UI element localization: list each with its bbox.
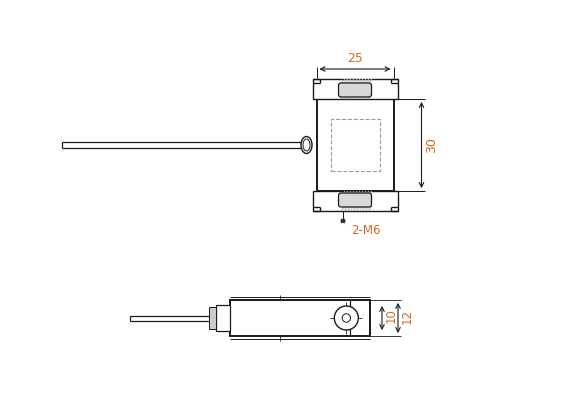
FancyBboxPatch shape (339, 83, 371, 97)
Circle shape (334, 306, 358, 330)
Text: 25: 25 (347, 52, 363, 65)
FancyBboxPatch shape (339, 193, 371, 207)
Bar (316, 99, 394, 191)
Text: 30: 30 (426, 137, 439, 153)
Ellipse shape (301, 136, 312, 154)
Bar (312, 79, 398, 99)
Text: 2-M6: 2-M6 (351, 224, 380, 237)
Bar (216, 305, 230, 331)
Text: 12: 12 (401, 309, 414, 323)
Bar (331, 119, 379, 171)
Circle shape (342, 314, 351, 322)
Ellipse shape (303, 139, 310, 151)
Bar (230, 300, 370, 336)
Bar (312, 191, 398, 211)
Bar (209, 307, 216, 329)
Text: 10: 10 (385, 309, 398, 323)
